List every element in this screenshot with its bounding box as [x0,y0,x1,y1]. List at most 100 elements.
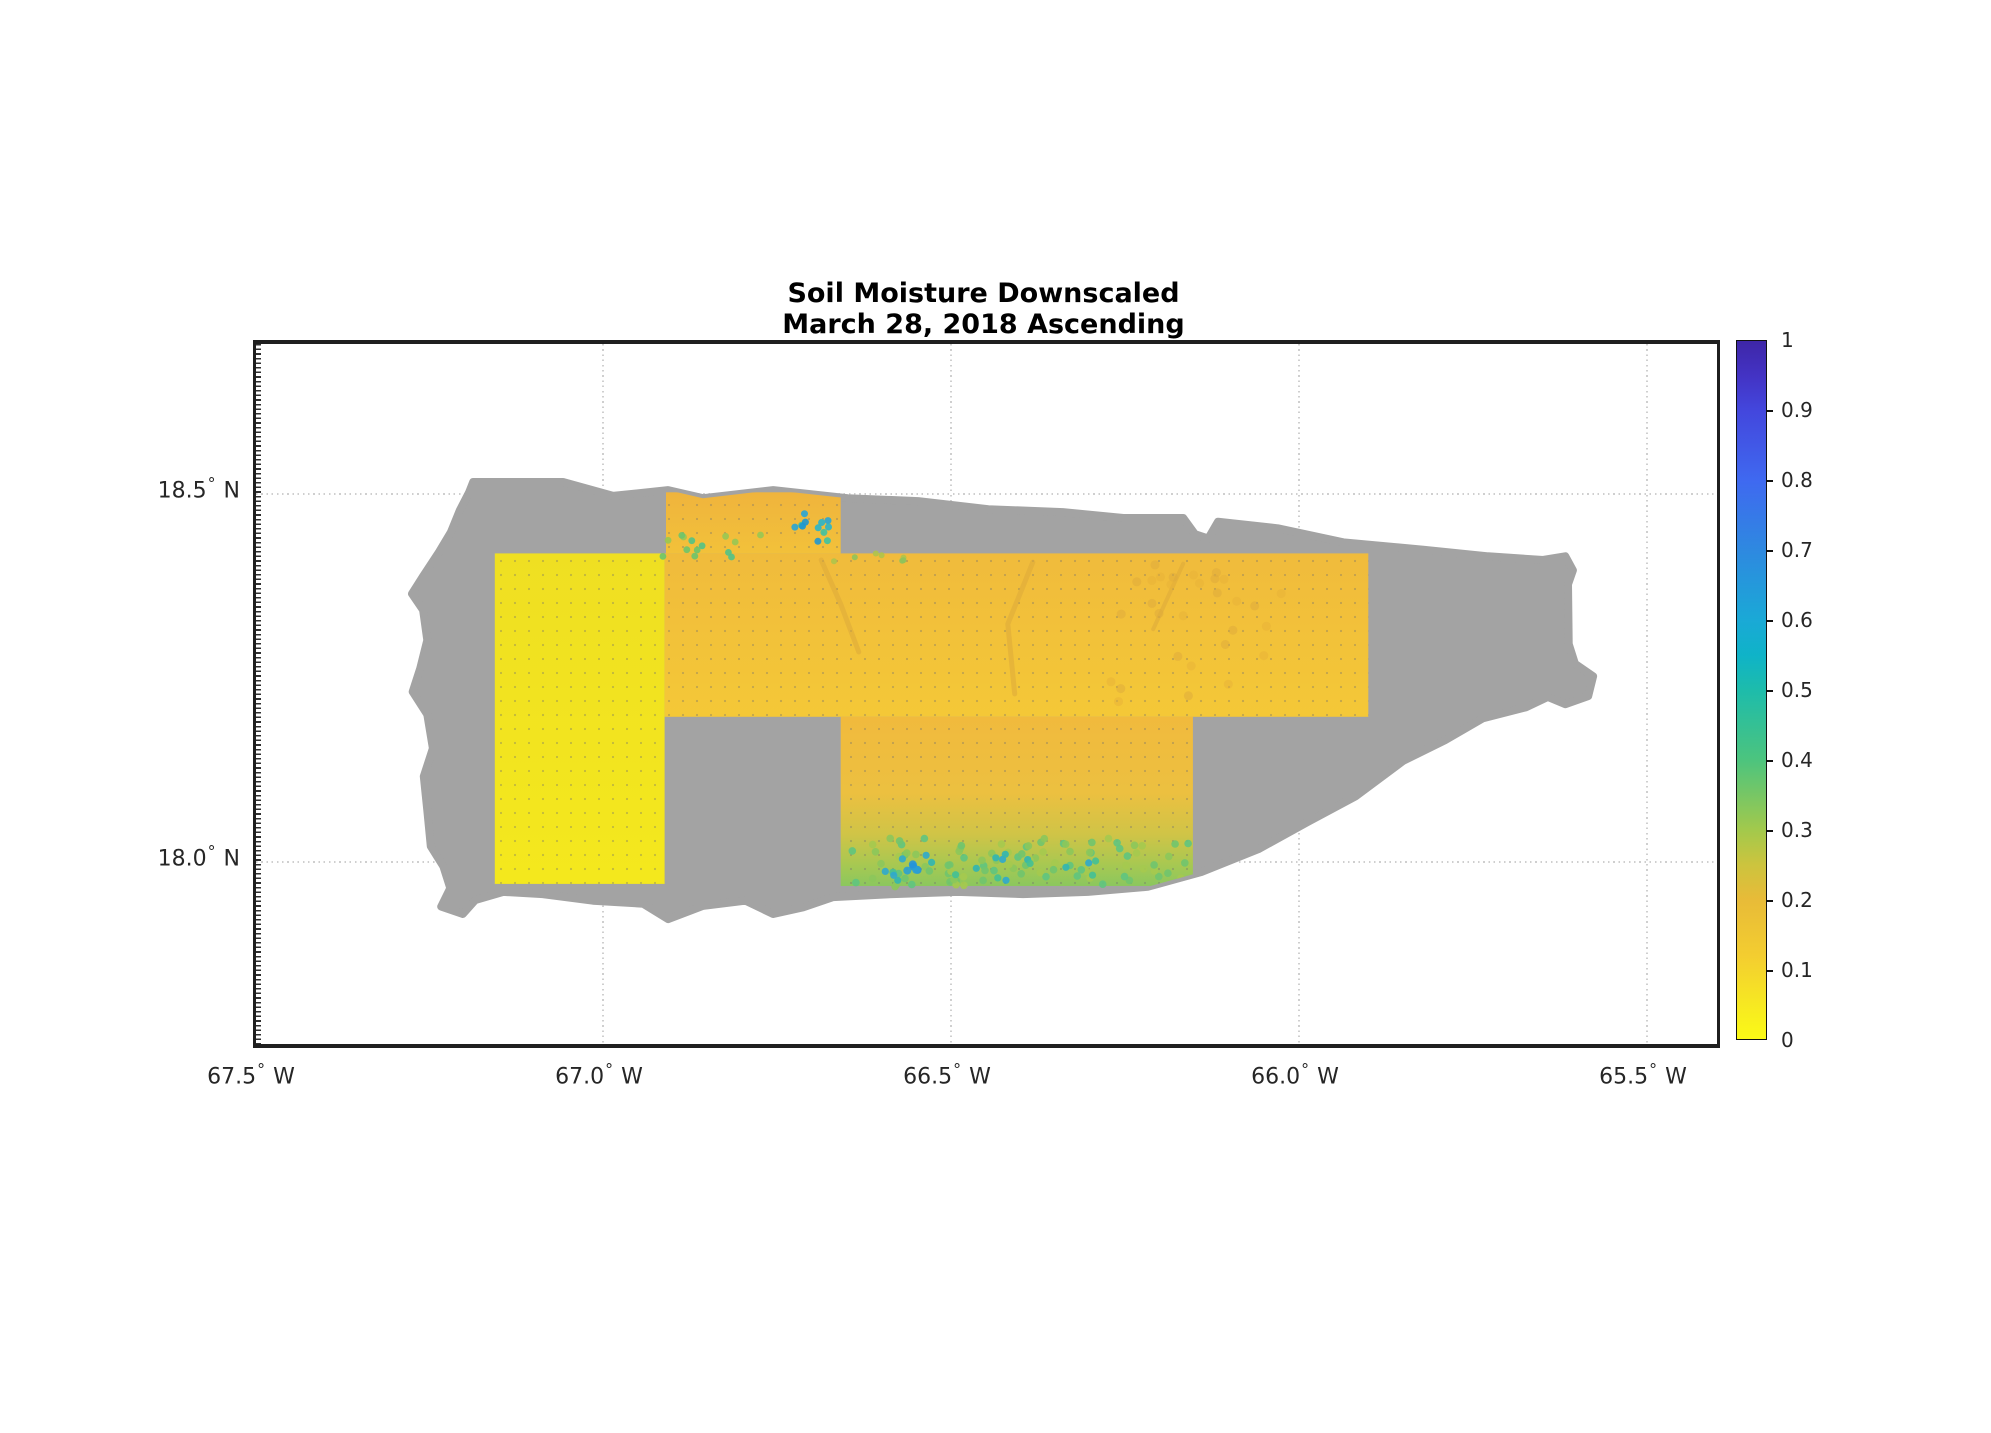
map-plot-area [253,340,1720,1048]
south-coast-green-wash-dot [1171,840,1179,848]
south-coast-teal-dot [894,876,902,884]
x-axis-tick-label: 67.0° W [555,1060,643,1090]
degree-symbol: ° [257,1060,266,1079]
south-coast-green-wash-dot [1115,844,1124,853]
south-coast-green-wash-dot [1017,870,1025,878]
title-line-2: March 28, 2018 Ascending [782,309,1185,340]
river-streak-3 [1151,561,1186,632]
north-top-green-dot [664,536,672,544]
x-axis-tick-label: 66.0° W [1251,1060,1339,1090]
title-line-1: Soil Moisture Downscaled [787,278,1180,309]
colorbar-tick-label: 0.3 [1781,818,1813,842]
north-top-cyan-dot [825,523,832,531]
south-coast-green-wash-dot [960,854,968,862]
x-axis-tick-label: 67.5° W [207,1060,295,1090]
south-coast-green-wash-dot [1184,839,1192,848]
x-axis-tick-label: 65.5° W [1599,1060,1687,1090]
north-top-green-dot [659,553,667,560]
band-texture-darker-dot [1189,570,1199,580]
y-axis-tick-label: 18.0° N [157,842,240,872]
south-coast-green-wash-dot [891,882,899,891]
colorbar-tick-label: 0 [1781,1028,1794,1052]
south-coast-green-wash-dot [1181,859,1189,867]
south-coast-green-wash-dot [1155,872,1163,881]
south-coast-teal-dot [881,867,889,876]
band-texture-darker-dot [1186,661,1196,671]
band-texture-darker-dot [1261,621,1271,631]
band-texture-darker-dot [1178,611,1188,621]
band-texture-darker-dot [1116,684,1126,694]
south-coast-green-wash-dot [1005,860,1013,869]
band-texture-darker-dot [1132,577,1142,587]
degree-symbol: ° [605,1060,614,1079]
colorbar-tick-label: 1 [1781,328,1794,352]
south-coast-teal-dot [952,871,960,879]
north-top-cyan-dot [814,524,822,532]
south-coast-green-wash-dot [1077,866,1086,874]
degree-symbol: ° [207,474,216,493]
south-coast-green-wash-dot [960,881,968,890]
south-coast-green-wash-dot [959,872,968,881]
figure-title: Soil Moisture Downscaled March 28, 2018 … [253,278,1714,340]
south-coast-green-wash-dot [1122,861,1130,870]
band-texture-darker-dot [1228,625,1238,635]
south-coast-teal-dot [972,864,980,872]
north-top-green-dot [691,552,699,560]
south-coast-green-wash-dot [920,834,929,843]
north-top-green-dot [688,537,696,545]
south-coast-green-wash-dot [944,861,953,870]
colorbar-tick-label: 0.8 [1781,468,1813,492]
south-coast-green-wash-dot [1042,872,1050,881]
west-swath-dot-texture [494,553,665,884]
band-top-green-dot [878,552,885,559]
south-coast-teal-dot [890,871,898,879]
band-texture-darker-dot [1212,588,1222,598]
colorbar-tick-mark [1766,900,1773,902]
south-coast-green-wash-dot [1040,834,1049,843]
band-texture-darker-dot [1156,572,1165,582]
south-coast-green-wash-dot [1066,847,1074,856]
band-texture-darker-dot [1232,596,1242,606]
north-top-cyan-dot [799,522,806,530]
north-top-green-dot [722,532,729,540]
south-coast-green-wash-dot [1051,859,1059,867]
degree-symbol: ° [1649,1060,1658,1079]
south-coast-green-wash-dot [868,840,877,849]
colorbar-tick-label: 0.5 [1781,678,1813,702]
x-axis-tick-label: 66.5° W [903,1060,991,1090]
south-coast-green-wash-dot [1165,852,1173,861]
south-coast-green-wash-dot [908,880,916,889]
degree-symbol: ° [207,842,216,861]
south-coast-green-wash-dot [1123,852,1132,860]
south-coast-teal-dot [994,874,1002,882]
south-coast-teal-dot [1088,871,1097,879]
south-coast-green-wash-dot [886,834,894,843]
colorbar-tick-mark [1766,970,1773,972]
north-top-cyan-dot [801,510,808,518]
south-coast-teal-dot [922,851,930,859]
y-axis-tick-label: 18.5° N [157,474,240,504]
band-texture-darker-dot [1147,575,1157,585]
river-streak-2 [1005,559,1036,697]
colorbar-tick-mark [1766,620,1773,622]
south-coast-blue-dot [903,866,912,875]
south-coast-green-wash-dot [1139,865,1148,873]
band-texture-darker-dot [1116,609,1126,619]
band-texture-darker-dot [1166,580,1176,589]
south-coast-teal-dot [1001,850,1009,858]
south-coast-green-wash-dot [877,859,885,868]
north-top-green-dot [725,549,732,556]
band-texture-darker-dot [1154,609,1164,618]
south-coast-green-wash-dot [1132,849,1141,857]
band-top-green-dot [831,558,837,565]
south-coast-teal-dot [1092,857,1100,865]
degree-symbol: ° [1301,1060,1310,1079]
colorbar-tick-mark [1766,760,1773,762]
north-top-green-dot [698,542,706,550]
south-coast-green-wash-dot [1085,848,1094,857]
south-coast-green-wash-dot [979,876,987,885]
south-coast-green-wash-dot [1036,868,1045,877]
south-coast-green-wash-dot [1061,840,1070,848]
north-top-cyan-dot [814,537,822,545]
